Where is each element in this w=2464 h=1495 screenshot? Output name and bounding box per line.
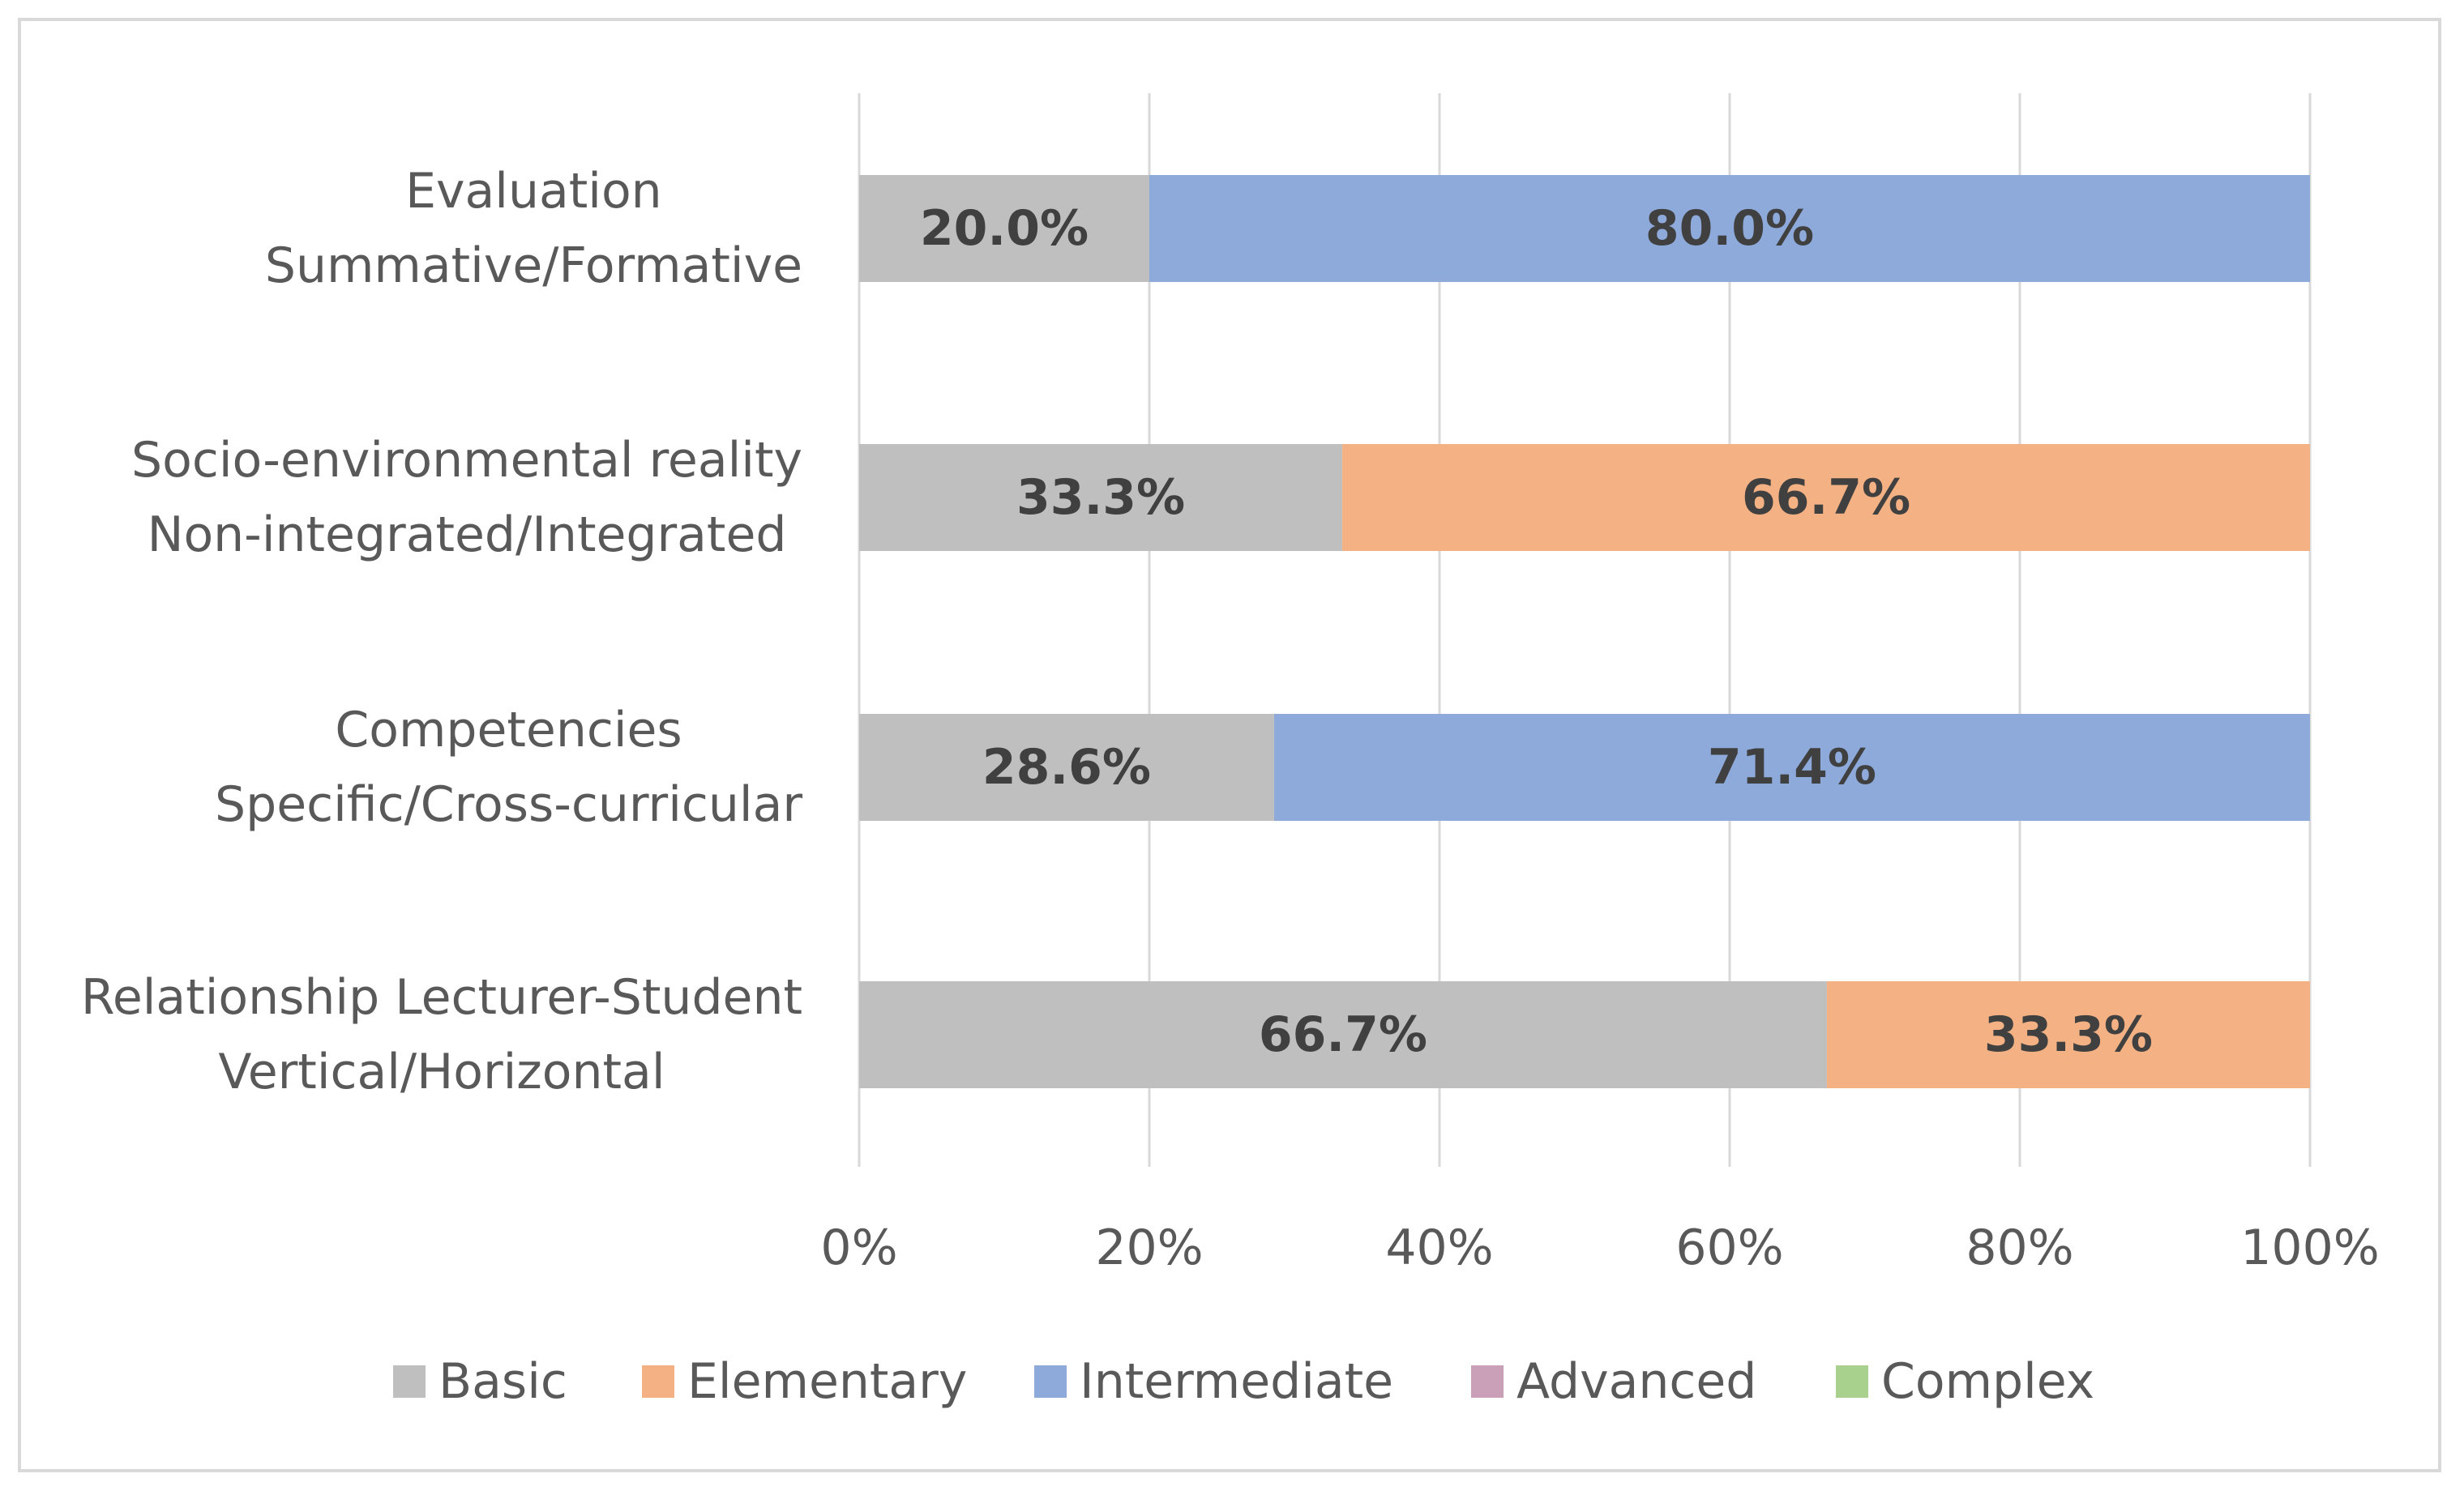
bar-basic-1[interactable] (859, 444, 1343, 551)
category-label-line1-0: Evaluation (405, 163, 662, 220)
legend-swatch-elementary (642, 1365, 674, 1398)
tick-label-4: 80% (1966, 1219, 2073, 1276)
value-axis-tick-labels: 0% 20% 40% 60% 80% 100% (820, 1219, 2379, 1276)
tick-label-3: 60% (1675, 1219, 1783, 1276)
legend-item-intermediate[interactable]: Intermediate (1034, 1353, 1393, 1410)
legend-swatch-complex (1836, 1365, 1868, 1398)
data-label-basic-0: 20.0% (920, 200, 1089, 257)
legend-swatch-advanced (1471, 1365, 1504, 1398)
data-label-elementary-1: 66.7% (1742, 469, 1910, 526)
legend-swatch-intermediate (1034, 1365, 1067, 1398)
category-label-line1-2: Competencies (335, 702, 682, 758)
data-label-intermediate-2: 71.4% (1708, 739, 1876, 796)
data-label-basic-3: 66.7% (1259, 1006, 1427, 1063)
legend-item-elementary[interactable]: Elementary (642, 1353, 967, 1410)
tick-label-1: 20% (1095, 1219, 1203, 1276)
bar-elementary-3[interactable] (1826, 981, 2310, 1088)
bar-basic-0[interactable] (859, 175, 1149, 282)
legend-swatch-basic (393, 1365, 426, 1398)
legend[interactable]: Basic Elementary Intermediate Advanced Compl… (393, 1353, 2094, 1410)
legend-label-intermediate: Intermediate (1080, 1353, 1393, 1410)
data-label-elementary-3: 33.3% (1984, 1006, 2153, 1063)
legend-label-elementary: Elementary (687, 1353, 967, 1410)
category-label-line2-1: Non-integrated/Integrated (148, 506, 787, 563)
bar-basic-3[interactable] (859, 981, 1827, 1088)
data-labels: 20.0% 80.0% 33.3% 66.7% 28.6% 71.4% 66.7% 33.3% (920, 200, 2153, 1063)
legend-item-complex[interactable]: Complex (1836, 1353, 2094, 1410)
legend-item-basic[interactable]: Basic (393, 1353, 567, 1410)
category-label-line2-2: Specific/Cross-curricular (215, 776, 802, 833)
legend-item-advanced[interactable]: Advanced (1471, 1353, 1756, 1410)
tick-label-0: 0% (820, 1219, 897, 1276)
tick-label-5: 100% (2240, 1219, 2380, 1276)
data-label-basic-2: 28.6% (982, 739, 1151, 796)
category-label-line1-1: Socio-environmental reality (131, 432, 802, 489)
bar-basic-2[interactable] (859, 714, 1274, 821)
category-axis-labels: Evaluation Summative/Formative Socio-envir… (81, 163, 802, 1100)
tick-label-2: 40% (1385, 1219, 1493, 1276)
category-label-line2-0: Summative/Formative (265, 237, 802, 294)
legend-label-basic: Basic (438, 1353, 567, 1410)
bar-elementary-1[interactable] (1342, 444, 2310, 551)
category-label-line1-3: Relationship Lecturer-Student (81, 969, 802, 1026)
bar-intermediate-2[interactable] (1273, 714, 2310, 821)
bars (859, 175, 2310, 1088)
legend-label-complex: Complex (1881, 1353, 2094, 1410)
data-label-basic-1: 33.3% (1016, 469, 1185, 526)
legend-label-advanced: Advanced (1516, 1353, 1756, 1410)
bar-intermediate-0[interactable] (1149, 175, 2310, 282)
category-label-line2-3: Vertical/Horizontal (218, 1044, 665, 1100)
data-label-intermediate-0: 80.0% (1645, 200, 1814, 257)
